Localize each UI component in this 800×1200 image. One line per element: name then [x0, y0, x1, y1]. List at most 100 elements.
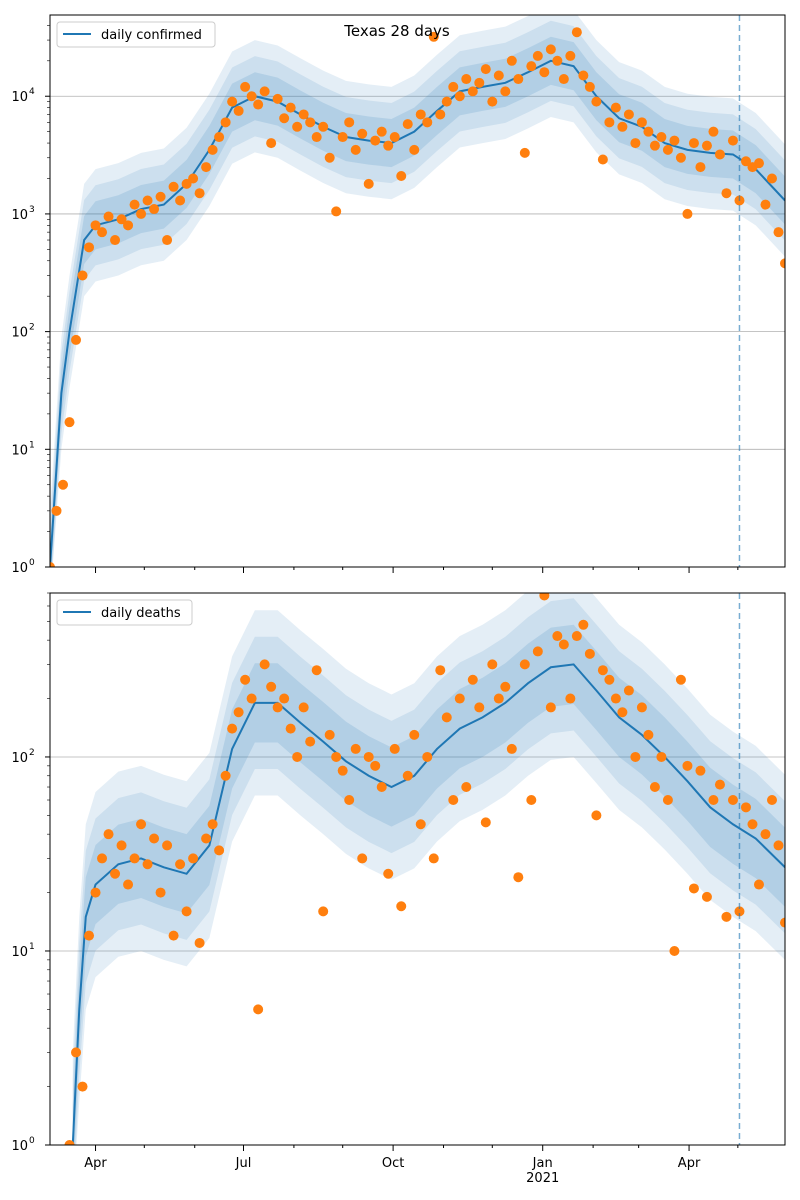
data-point — [110, 868, 121, 879]
data-point — [669, 945, 680, 956]
data-point — [396, 901, 407, 912]
mid-band — [72, 598, 785, 1145]
data-point — [298, 702, 309, 713]
data-point — [136, 819, 147, 830]
y-tick-label: 10 — [11, 443, 28, 458]
data-point — [747, 819, 758, 830]
y-tick-exponent: 2 — [29, 323, 35, 333]
data-point — [597, 665, 608, 676]
data-point — [227, 723, 238, 734]
data-point — [532, 646, 543, 657]
data-point — [480, 817, 491, 828]
data-point — [272, 702, 283, 713]
data-point — [311, 665, 322, 676]
data-point — [532, 50, 543, 61]
data-point — [116, 840, 127, 851]
data-point — [500, 86, 511, 97]
data-point — [409, 729, 420, 740]
data-point — [389, 743, 400, 754]
data-point — [246, 91, 257, 102]
data-point — [467, 674, 478, 685]
data-point — [168, 930, 179, 941]
data-point — [565, 693, 576, 704]
y-tick-label: 10 — [11, 1139, 28, 1154]
data-point — [253, 1004, 264, 1015]
y-tick-label: 10 — [11, 326, 28, 341]
data-point — [545, 44, 556, 55]
data-point — [233, 105, 244, 116]
data-point — [116, 214, 127, 225]
data-point — [350, 144, 361, 155]
inner-band — [50, 36, 785, 567]
x-tick-label: Jan — [532, 1156, 553, 1171]
data-point — [194, 937, 205, 948]
data-point — [513, 872, 524, 883]
data-point — [604, 674, 615, 685]
data-point — [240, 674, 251, 685]
data-point — [604, 117, 615, 128]
data-point — [753, 879, 764, 890]
data-point — [454, 693, 465, 704]
data-point — [617, 121, 628, 132]
data-point — [305, 117, 316, 128]
legend-box — [56, 21, 216, 48]
data-point — [780, 258, 785, 269]
data-point — [539, 67, 550, 78]
y-tick-exponent: 1 — [29, 440, 35, 450]
data-point — [318, 121, 329, 132]
data-point — [292, 121, 303, 132]
data-point — [266, 681, 277, 692]
data-point — [513, 74, 524, 85]
data-point — [669, 135, 680, 146]
data-point — [142, 195, 153, 206]
data-point — [727, 795, 738, 806]
data-point — [487, 96, 498, 107]
data-point — [623, 685, 634, 696]
data-point — [58, 479, 69, 490]
data-point — [474, 702, 485, 713]
data-point — [662, 144, 673, 155]
data-point — [493, 693, 504, 704]
data-point — [649, 782, 660, 793]
data-point — [780, 917, 785, 928]
data-point — [279, 693, 290, 704]
data-point — [318, 906, 329, 917]
data-point — [656, 751, 667, 762]
data-point — [487, 659, 498, 670]
data-point — [337, 765, 348, 776]
data-point — [350, 743, 361, 754]
data-point — [766, 795, 777, 806]
data-point — [565, 50, 576, 61]
data-point — [233, 707, 244, 718]
data-point — [760, 199, 771, 210]
data-point — [357, 128, 368, 139]
y-tick-label: 10 — [11, 90, 28, 105]
data-point — [558, 74, 569, 85]
data-point — [675, 674, 686, 685]
data-point — [201, 162, 212, 173]
data-point — [214, 132, 225, 143]
data-point — [181, 906, 192, 917]
data-point — [506, 55, 517, 66]
data-point — [766, 173, 777, 184]
data-point — [422, 117, 433, 128]
data-point — [344, 795, 355, 806]
y-tick-exponent: 3 — [29, 205, 35, 215]
data-point — [558, 639, 569, 650]
data-point — [84, 930, 95, 941]
data-point — [526, 61, 537, 72]
data-point — [760, 829, 771, 840]
data-point — [97, 227, 108, 238]
data-point — [175, 195, 186, 206]
x-tick-label: Oct — [382, 1156, 404, 1171]
y-tick-label: 10 — [11, 945, 28, 960]
data-point — [675, 152, 686, 163]
data-point — [422, 751, 433, 762]
data-point — [740, 802, 751, 813]
data-point — [214, 845, 225, 856]
data-point — [773, 840, 784, 851]
outer-band — [72, 593, 785, 1145]
legend-label: daily deaths — [101, 606, 181, 621]
data-point — [415, 109, 426, 120]
